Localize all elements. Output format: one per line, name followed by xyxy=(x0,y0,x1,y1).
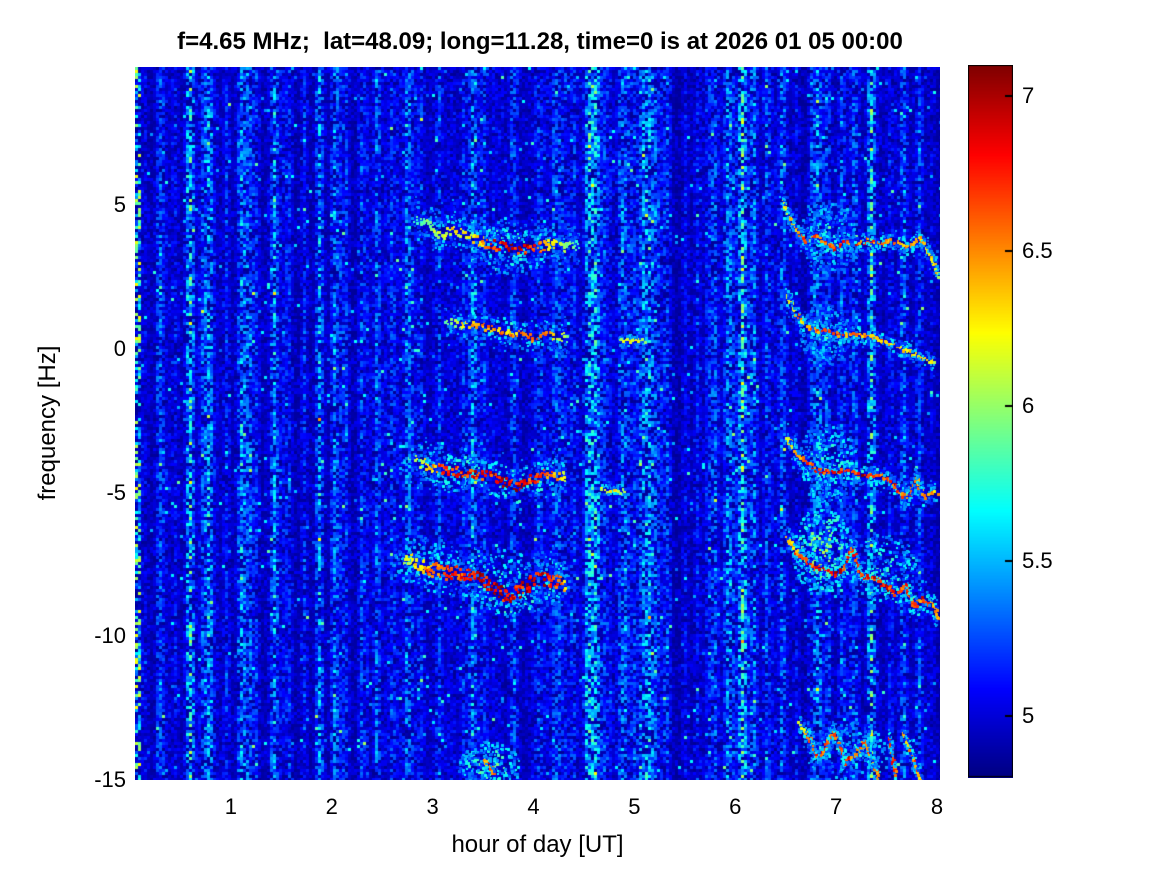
x-tick-label: 4 xyxy=(527,794,540,819)
x-tick-label: 1 xyxy=(224,794,237,819)
chart-title: f=4.65 MHz; lat=48.09; long=11.28, time=… xyxy=(177,28,903,55)
y-tick-label: 5 xyxy=(113,192,126,217)
x-tick-label: 7 xyxy=(829,794,843,819)
colorbar-tick-label: 6.5 xyxy=(1022,238,1053,263)
y-axis-label: frequency [Hz] xyxy=(34,345,61,501)
colorbar-tick-label: 6 xyxy=(1022,393,1035,418)
x-axis-label: hour of day [UT] xyxy=(451,831,624,858)
x-tick-label: 8 xyxy=(930,794,944,819)
x-tick-label: 6 xyxy=(729,794,742,819)
x-tick-label: 5 xyxy=(628,794,641,819)
colorbar-tick-label: 5 xyxy=(1022,703,1035,728)
x-tick-label: 3 xyxy=(426,794,439,819)
colorbar xyxy=(968,65,1013,778)
y-tick-label: -15 xyxy=(94,767,126,792)
x-tick-label: 2 xyxy=(325,794,338,819)
y-tick-label: -10 xyxy=(94,623,126,649)
spectrogram-heatmap xyxy=(135,67,940,780)
y-tick-label: -5 xyxy=(106,479,126,505)
y-tick-label: 0 xyxy=(113,335,126,361)
colorbar-tick-label: 5.5 xyxy=(1022,548,1053,573)
colorbar-tick-label: 7 xyxy=(1022,83,1035,108)
